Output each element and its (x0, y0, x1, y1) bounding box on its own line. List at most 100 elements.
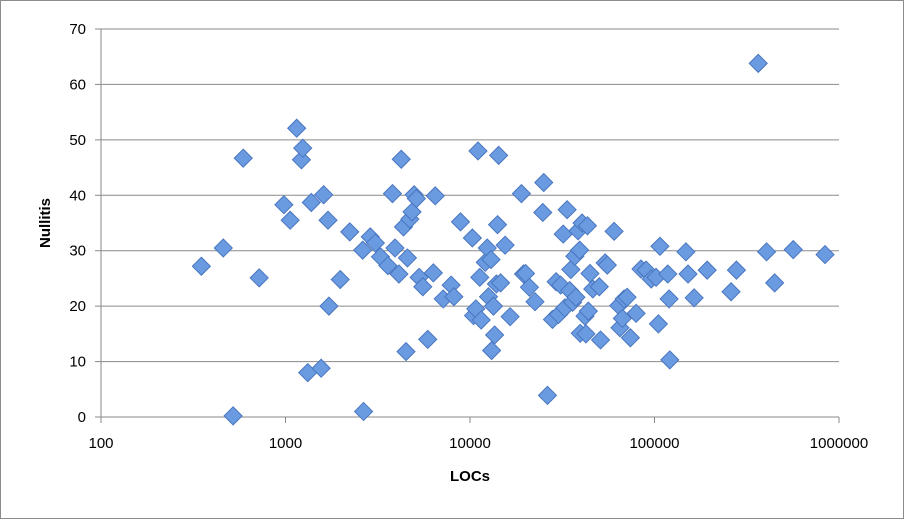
data-point (425, 186, 445, 206)
data-point (468, 141, 488, 161)
data-point (462, 228, 483, 248)
data-point (353, 401, 374, 422)
data-point (470, 267, 490, 288)
y-tick-label: 10 (69, 354, 86, 371)
data-point (676, 242, 696, 262)
data-point (301, 192, 322, 213)
data-point (481, 249, 501, 270)
data-point (319, 296, 339, 316)
x-tick-label: 1000 (269, 435, 302, 452)
data-point (659, 289, 679, 309)
data-point (311, 358, 331, 378)
data-point (815, 244, 835, 265)
y-tick-label: 30 (69, 243, 86, 260)
data-point (597, 255, 618, 275)
x-tick-label: 10000 (449, 435, 491, 452)
data-points (191, 53, 835, 426)
data-point (418, 329, 438, 350)
data-point (684, 288, 704, 308)
data-point (487, 214, 508, 235)
data-point (576, 324, 596, 344)
x-axis-title: LOCs (450, 468, 490, 485)
data-point (223, 406, 243, 426)
data-point (378, 255, 398, 276)
data-point (650, 236, 670, 256)
y-tick-label: 70 (69, 21, 86, 38)
data-point (697, 260, 717, 280)
data-point (340, 222, 360, 242)
data-point (589, 277, 609, 297)
x-tick-label: 100000 (629, 435, 679, 452)
x-tick-label: 1000000 (810, 435, 868, 452)
data-point (495, 235, 515, 255)
data-point (385, 238, 405, 258)
data-point (293, 138, 313, 158)
data-point (450, 212, 471, 232)
data-point (578, 301, 599, 321)
data-point (423, 263, 444, 283)
data-point (617, 287, 637, 307)
data-point (748, 53, 768, 74)
data-point (280, 210, 300, 230)
data-point (274, 195, 294, 215)
data-point (352, 240, 373, 260)
data-point (519, 277, 540, 298)
data-point (313, 185, 334, 205)
data-point (500, 306, 520, 327)
data-point (620, 328, 641, 348)
data-point (626, 303, 646, 324)
data-point (537, 385, 558, 406)
data-point (291, 150, 312, 170)
data-point (483, 296, 504, 316)
tick-labels: 0 10 20 30 40 50 60 70 100 1000 10000 100000 1000000 (69, 21, 868, 452)
data-point (391, 149, 411, 169)
data-point (396, 341, 416, 362)
data-point (553, 224, 573, 244)
data-point (658, 264, 678, 284)
data-point (365, 233, 386, 253)
gridlines (101, 28, 839, 363)
data-point (406, 188, 427, 209)
data-point (648, 314, 669, 334)
data-point (580, 263, 600, 284)
data-point (191, 256, 212, 276)
data-point (783, 239, 803, 260)
data-point (764, 273, 785, 293)
data-point (566, 287, 586, 307)
y-tick-label: 60 (69, 76, 86, 93)
data-point (249, 268, 269, 288)
data-point (590, 330, 611, 350)
data-point (318, 210, 338, 230)
data-point (533, 202, 553, 223)
data-point (721, 282, 741, 302)
axes (95, 28, 840, 423)
data-point (610, 318, 630, 338)
data-point (490, 273, 511, 293)
y-tick-label: 0 (78, 409, 86, 426)
data-point (484, 325, 505, 345)
data-point (481, 340, 502, 361)
data-point (678, 264, 698, 284)
data-point (604, 221, 624, 242)
y-axis-title: Nullitis (37, 198, 54, 248)
data-point (444, 287, 464, 307)
data-point (488, 145, 509, 166)
data-point (660, 350, 680, 370)
data-point (577, 216, 598, 236)
data-point (557, 199, 577, 220)
data-point (330, 269, 350, 290)
x-tick-label: 100 (88, 435, 113, 452)
data-point (515, 263, 536, 284)
data-point (382, 183, 403, 204)
data-point (511, 183, 532, 204)
data-point (389, 264, 409, 284)
data-point (213, 238, 233, 258)
data-point (286, 118, 307, 138)
data-point (525, 292, 545, 312)
y-tick-label: 40 (69, 187, 86, 204)
data-point (413, 277, 433, 297)
y-tick-label: 50 (69, 132, 86, 149)
data-point (756, 242, 777, 262)
